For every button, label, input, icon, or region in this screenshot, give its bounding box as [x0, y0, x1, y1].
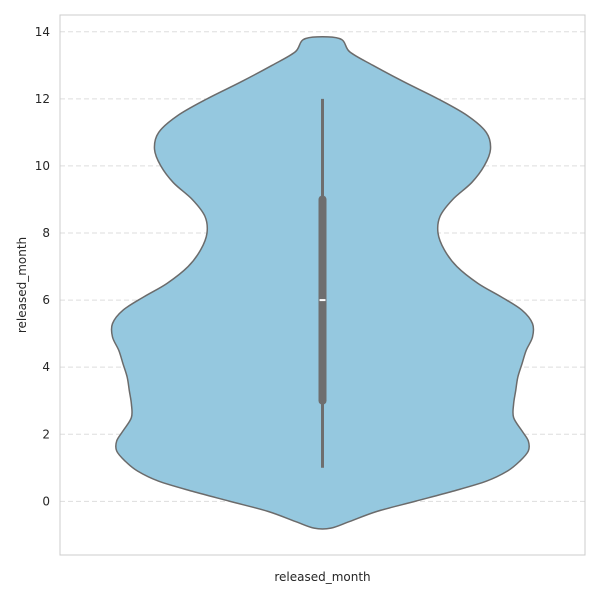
y-tick-label: 12	[35, 92, 50, 106]
y-axis-ticks: 0 2 4 6 8 10 12 14	[35, 25, 50, 509]
y-axis-label: released_month	[15, 237, 29, 333]
y-tick-label: 4	[42, 360, 50, 374]
y-tick-label: 10	[35, 159, 50, 173]
y-tick-label: 8	[42, 226, 50, 240]
y-tick-label: 6	[42, 293, 50, 307]
y-tick-label: 2	[42, 427, 50, 441]
y-tick-label: 0	[42, 494, 50, 508]
y-tick-label: 14	[35, 25, 50, 39]
x-axis-label: released_month	[274, 570, 370, 584]
plot-frame	[59, 14, 586, 556]
